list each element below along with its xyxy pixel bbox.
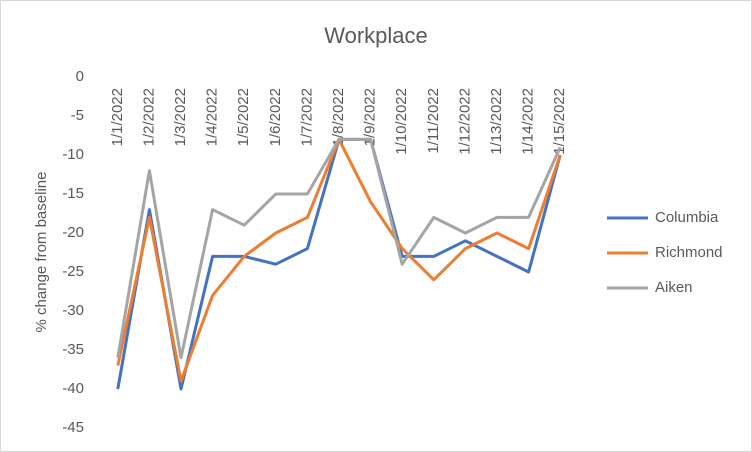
x-tick-label: 1/11/2022 — [425, 88, 442, 154]
legend-label: Columbia — [655, 209, 719, 226]
legend-label: Aiken — [655, 279, 693, 296]
y-axis-label: % change from baseline — [33, 172, 50, 333]
x-tick-label: 1/14/2022 — [520, 88, 537, 155]
legend-label: Richmond — [655, 244, 723, 261]
y-tick-label: -20 — [62, 224, 84, 241]
x-tick-label: 1/1/2022 — [109, 88, 126, 146]
y-tick-label: -10 — [62, 146, 84, 163]
x-tick-label: 1/5/2022 — [235, 88, 252, 146]
y-tick-label: -40 — [62, 380, 84, 397]
x-tick-label: 1/8/2022 — [330, 88, 347, 146]
x-tick-label: 1/15/2022 — [551, 88, 568, 155]
x-tick-label: 1/13/2022 — [488, 88, 505, 155]
y-tick-label: 0 — [76, 68, 84, 85]
y-tick-label: -25 — [62, 263, 84, 280]
x-tick-label: 1/10/2022 — [393, 88, 410, 155]
y-tick-label: -15 — [62, 185, 84, 202]
x-tick-label: 1/3/2022 — [172, 88, 189, 146]
x-tick-label: 1/9/2022 — [362, 88, 379, 146]
x-tick-label: 1/4/2022 — [204, 88, 221, 146]
y-tick-label: -5 — [71, 107, 84, 124]
x-tick-label: 1/2/2022 — [140, 88, 157, 146]
x-tick-label: 1/7/2022 — [298, 88, 315, 146]
y-tick-label: -30 — [62, 302, 84, 319]
series-line — [116, 137, 562, 360]
x-tick-label: 1/6/2022 — [267, 88, 284, 146]
x-tick-label: 1/12/2022 — [456, 88, 473, 155]
chart-title: Workplace — [324, 23, 428, 48]
y-tick-label: -45 — [62, 419, 84, 436]
y-tick-label: -35 — [62, 341, 84, 358]
